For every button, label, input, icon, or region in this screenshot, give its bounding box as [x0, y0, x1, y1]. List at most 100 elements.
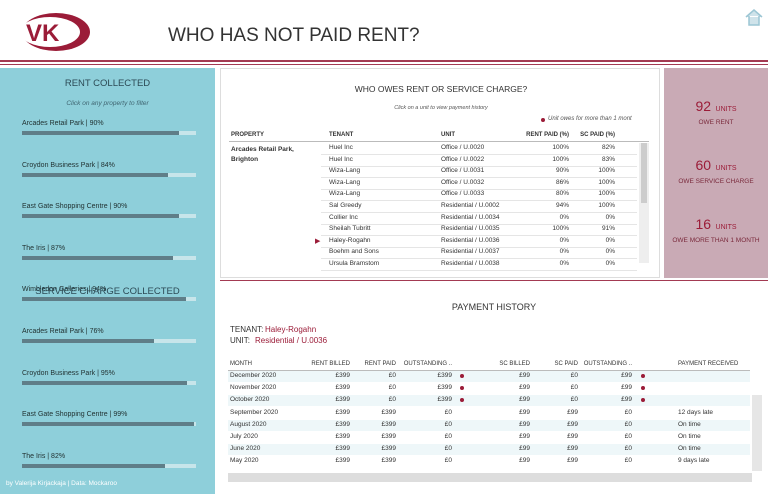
table-cell: £0	[624, 408, 632, 416]
bar[interactable]	[22, 422, 195, 426]
table-row	[228, 419, 750, 431]
table-cell: £0	[570, 396, 578, 404]
table-row[interactable]	[321, 166, 637, 179]
panel-title: WHO OWES RENT OR SERVICE CHARGE?	[354, 84, 528, 94]
detail-label: UNIT:	[230, 336, 250, 345]
table-row[interactable]	[321, 143, 637, 155]
bar[interactable]	[22, 255, 174, 260]
column-header: SC PAID (%)	[580, 132, 615, 138]
home-icon[interactable]	[744, 8, 764, 26]
column-header: UNIT	[441, 132, 455, 138]
property-label[interactable]: Croydon Business Park | 84%	[22, 161, 115, 169]
table-cell: October 2020	[230, 396, 270, 404]
bar[interactable]	[22, 380, 188, 385]
table-cell: £99	[567, 420, 578, 428]
bar[interactable]	[22, 463, 165, 468]
kpi-label: OWE SERVICE CHARGE	[678, 178, 754, 185]
table-cell: July 2020	[230, 433, 258, 440]
logo-mark: VK	[20, 13, 90, 51]
table-cell: 100%	[598, 190, 615, 198]
table-cell: £99	[567, 457, 578, 465]
table-row[interactable]	[321, 213, 637, 225]
bar-track	[22, 339, 196, 343]
table-cell: On time	[678, 420, 701, 428]
hint: Click on any property to filter	[66, 100, 149, 107]
bar-track	[22, 297, 196, 301]
table-cell: £0	[388, 396, 396, 404]
bar-track	[22, 172, 196, 177]
table-row[interactable]	[321, 201, 637, 213]
table-cell: 0%	[559, 213, 569, 221]
table-cell: 12 days late	[678, 408, 714, 416]
scrollbar	[639, 143, 649, 263]
table-cell: Residential / U.0038	[441, 260, 500, 267]
column-header: RENT PAID	[364, 361, 396, 367]
table-cell: 100%	[552, 155, 569, 163]
table-cell: 0%	[605, 260, 615, 267]
legend-text: Unit owes for more than 1 mont	[548, 116, 632, 122]
property-label[interactable]: The Iris | 82%	[22, 452, 66, 460]
bar[interactable]	[22, 214, 179, 218]
property-label[interactable]: Arcades Retail Park | 90%	[22, 120, 104, 127]
section-title: SERVICE CHARGE COLLECTED	[35, 286, 180, 297]
table-cell: 82%	[601, 144, 615, 151]
property-label[interactable]: East Gate Shopping Centre | 99%	[22, 411, 128, 418]
hint: Click on a unit to view payment history	[394, 105, 488, 111]
logo-swoosh-inner	[20, 17, 80, 47]
selected-marker: ▶	[315, 237, 321, 245]
property-label[interactable]: Arcades Retail Park | 76%	[22, 328, 104, 335]
table-cell: 100%	[598, 178, 615, 186]
table-cell: £0	[388, 384, 396, 392]
table-cell: £0	[444, 420, 452, 428]
table-cell: 0%	[559, 260, 569, 267]
table-row	[228, 371, 750, 382]
table-cell: £0	[388, 372, 396, 379]
panel-title: PAYMENT HISTORY	[451, 302, 537, 312]
property-label[interactable]: Wimbledon Galleries | 94%	[22, 286, 107, 293]
table-cell: 0%	[559, 248, 569, 256]
table-cell: £99	[519, 420, 530, 428]
table-cell: 83%	[601, 155, 615, 163]
table-cell: Wiza-Lang	[329, 167, 361, 175]
scrollbar	[752, 395, 762, 471]
property-label[interactable]: The Iris | 87%	[22, 244, 66, 252]
detail-value: Residential / U.0036	[255, 336, 328, 345]
table-cell: August 2020	[230, 420, 267, 428]
bar[interactable]	[22, 172, 169, 177]
table-cell: £99	[621, 396, 632, 404]
bar[interactable]	[22, 339, 155, 343]
table-row[interactable]	[321, 259, 637, 271]
table-row[interactable]	[321, 224, 637, 237]
table-cell: £399	[335, 445, 350, 453]
panel-rule	[220, 280, 768, 281]
table-cell: £0	[570, 372, 578, 379]
overdue-dot	[641, 374, 645, 378]
table-row[interactable]	[321, 236, 637, 248]
bar-track	[22, 255, 196, 260]
table-row[interactable]	[321, 178, 637, 190]
logo-text: VK	[26, 20, 60, 47]
column-header: OUTSTANDING ..	[583, 361, 632, 367]
table-row[interactable]	[321, 155, 637, 167]
bar[interactable]	[22, 131, 179, 135]
kpi-value-line: 92 UNITS	[664, 98, 768, 116]
header-rule	[0, 60, 768, 62]
table-cell: Sal Greedy	[329, 202, 362, 209]
table-row[interactable]	[321, 189, 637, 202]
section-title: RENT COLLECTED	[64, 78, 151, 89]
column-header: MONTH	[230, 361, 252, 367]
property-label[interactable]: Croydon Business Park | 95%	[22, 369, 115, 377]
owes-panel: WHO OWES RENT OR SERVICE CHARGE? Click on…	[220, 68, 660, 278]
kpi-unit: UNITS	[715, 165, 737, 172]
kpi-unit: UNITS	[715, 224, 737, 231]
table-cell: 100%	[552, 144, 569, 151]
table-cell: September 2020	[230, 408, 279, 416]
table-row	[228, 432, 750, 443]
footer: by Valerija Kirjackaja | Data: Mockaroo	[6, 480, 118, 487]
bar[interactable]	[22, 297, 186, 301]
table-row[interactable]	[321, 247, 637, 260]
column-header: SC PAID	[554, 361, 578, 367]
bar-track	[22, 380, 196, 385]
property-label[interactable]: East Gate Shopping Centre | 90%	[22, 203, 128, 210]
kpi-value-line: 60 UNITS	[664, 157, 768, 175]
